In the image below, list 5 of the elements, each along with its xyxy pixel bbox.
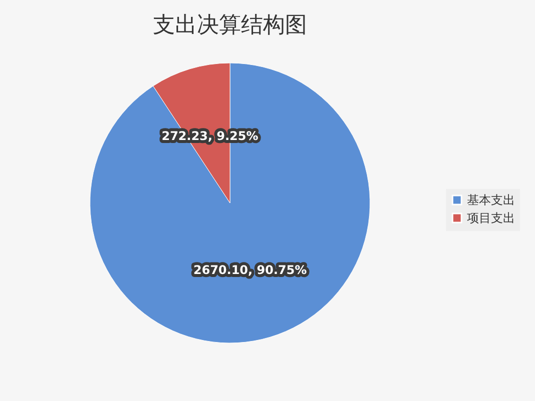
legend-label: 基本支出 (467, 193, 515, 207)
data-label: 2670.10, 90.75% (193, 263, 307, 278)
chart-title: 支出决算结构图 (153, 13, 307, 38)
legend-label: 项目支出 (467, 211, 515, 225)
pie-slice (90, 62, 370, 344)
